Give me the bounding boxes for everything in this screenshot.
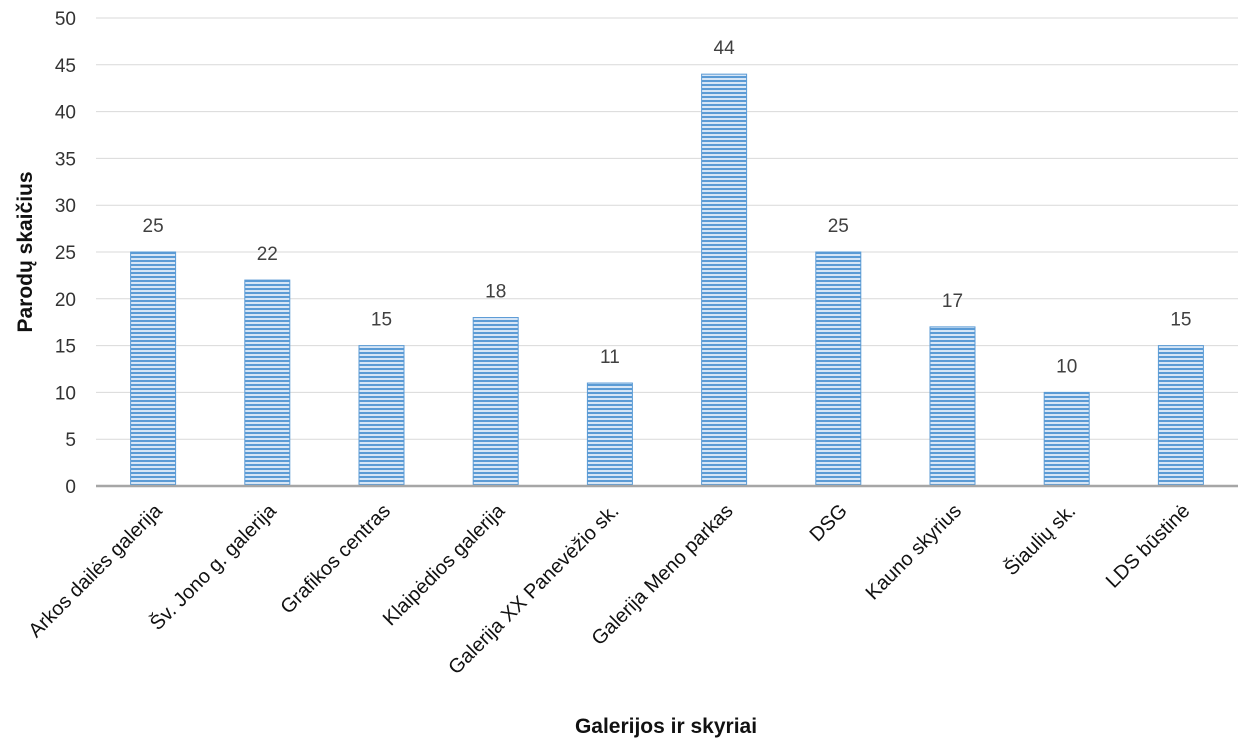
y-axis-title: Parodų skaičius [14, 171, 37, 332]
bar [701, 73, 748, 487]
bar [1157, 345, 1204, 487]
bars [130, 73, 1204, 487]
y-tick-label: 30 [55, 196, 76, 217]
y-tick-label: 45 [55, 56, 76, 77]
x-tick-label: Kauno skyrius [862, 500, 966, 604]
x-tick-label: Arkos dailės galerija [25, 499, 168, 642]
data-labels: 25 22 15 18 11 44 25 17 10 15 [143, 38, 1192, 377]
x-tick-label: LDS būstinė [1102, 500, 1195, 593]
data-label: 17 [942, 291, 963, 312]
x-tick-label: Šiaulių sk. [1000, 499, 1081, 580]
x-tick-label: DSG [806, 500, 852, 546]
bar [586, 382, 633, 487]
y-tick-label: 5 [65, 430, 76, 451]
bar [815, 251, 862, 487]
y-tick-label: 20 [55, 290, 76, 311]
data-label: 18 [485, 282, 506, 303]
y-tick-label: 50 [55, 9, 76, 30]
bar [472, 317, 519, 487]
y-tick-label: 35 [55, 149, 76, 170]
data-label: 11 [600, 347, 620, 368]
bar [1043, 391, 1090, 487]
x-tick-label: Grafikos centras [277, 500, 396, 619]
y-tick-label: 0 [65, 477, 76, 498]
data-label: 25 [143, 216, 164, 237]
y-tick-label: 15 [55, 337, 76, 358]
data-label: 25 [828, 216, 849, 237]
data-label: 22 [257, 244, 278, 265]
y-tick-label: 40 [55, 103, 76, 124]
x-axis-title: Galerijos ir skyriai [575, 715, 757, 738]
data-label: 10 [1056, 356, 1077, 377]
bar [929, 326, 976, 487]
y-tick-label: 25 [55, 243, 76, 264]
y-tick-labels: 0 5 10 15 20 25 30 35 40 45 50 [55, 9, 76, 498]
data-label: 15 [371, 310, 392, 331]
bar [130, 251, 177, 487]
bar [358, 345, 405, 487]
y-tick-label: 10 [55, 383, 76, 404]
bar [244, 279, 291, 487]
data-label: 15 [1170, 310, 1191, 331]
x-tick-label: Šv. Jono g. galerija [145, 499, 281, 635]
x-tick-label: Klaipėdios galerija [379, 499, 510, 630]
data-label: 44 [714, 38, 736, 59]
